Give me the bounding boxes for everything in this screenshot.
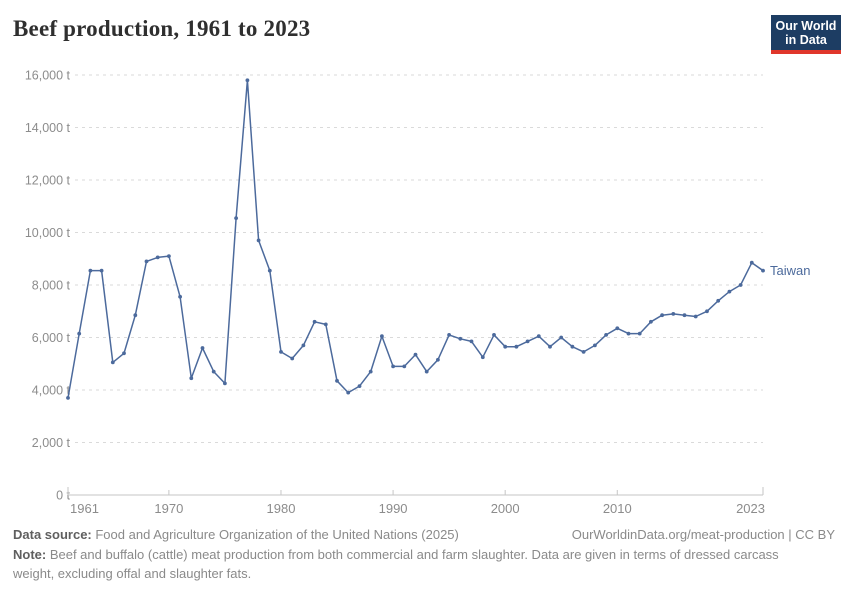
data-point[interactable] bbox=[155, 255, 160, 260]
data-point[interactable] bbox=[346, 390, 351, 395]
data-point[interactable] bbox=[290, 356, 295, 361]
data-point[interactable] bbox=[559, 335, 564, 340]
y-tick-label: 8,000 t bbox=[32, 279, 71, 293]
note-label: Note: bbox=[13, 547, 47, 563]
data-point[interactable] bbox=[436, 357, 440, 362]
chart-area: 0 t 2,000 t 4,000 t 6,000 t 8,000 t 10,000 t 1… bbox=[0, 60, 850, 520]
data-point[interactable] bbox=[458, 336, 463, 341]
data-point[interactable] bbox=[525, 339, 530, 344]
data-point[interactable] bbox=[682, 313, 687, 318]
y-tick-label: 14,000 t bbox=[25, 121, 71, 135]
chart-note: Note: Beef and buffalo (cattle) meat pro… bbox=[13, 547, 779, 581]
page-title: Beef production, 1961 to 2023 bbox=[13, 16, 311, 41]
data-point[interactable] bbox=[99, 268, 104, 273]
y-tick-label: 12,000 t bbox=[25, 174, 71, 188]
data-point[interactable] bbox=[223, 381, 227, 386]
x-tick-label: 2010 bbox=[603, 501, 632, 516]
data-point[interactable] bbox=[514, 344, 519, 349]
data-point[interactable] bbox=[749, 260, 754, 265]
data-source-text: Data source: Food and Agriculture Organi… bbox=[13, 527, 459, 542]
data-point[interactable] bbox=[727, 289, 732, 294]
series-end-label: Taiwan bbox=[770, 263, 810, 278]
data-point[interactable] bbox=[649, 319, 653, 324]
data-point[interactable] bbox=[122, 351, 126, 356]
y-tick-label: 16,000 t bbox=[25, 69, 71, 83]
data-point[interactable] bbox=[245, 78, 250, 83]
data-point[interactable] bbox=[738, 283, 743, 287]
data-point[interactable] bbox=[189, 376, 194, 381]
logo-line2: in Data bbox=[785, 33, 827, 47]
data-point[interactable] bbox=[380, 334, 384, 339]
data-point[interactable] bbox=[637, 331, 642, 336]
data-point[interactable] bbox=[279, 350, 283, 354]
data-point[interactable] bbox=[323, 322, 328, 327]
owid-logo: Our World in Data bbox=[771, 15, 841, 54]
data-point[interactable] bbox=[660, 313, 664, 318]
data-point[interactable] bbox=[234, 216, 239, 221]
data-point[interactable] bbox=[144, 259, 149, 264]
data-point[interactable] bbox=[469, 339, 474, 344]
y-tick-label: 6,000 t bbox=[32, 331, 71, 345]
y-tick-label: 4,000 t bbox=[32, 384, 71, 398]
data-point[interactable] bbox=[626, 331, 631, 336]
x-tick-label: 1961 bbox=[70, 501, 99, 516]
data-point[interactable] bbox=[167, 254, 171, 258]
data-point[interactable] bbox=[267, 268, 272, 273]
data-point[interactable] bbox=[178, 294, 183, 299]
x-tick-label: 2000 bbox=[491, 501, 520, 516]
data-point[interactable] bbox=[110, 360, 115, 365]
data-point[interactable] bbox=[357, 384, 362, 388]
data-point[interactable] bbox=[447, 333, 451, 337]
data-point[interactable] bbox=[492, 333, 496, 337]
data-point[interactable] bbox=[570, 344, 575, 349]
data-point[interactable] bbox=[761, 268, 765, 273]
data-point[interactable] bbox=[604, 333, 608, 337]
data-point[interactable] bbox=[368, 369, 373, 374]
data-point[interactable] bbox=[391, 364, 395, 369]
data-source-label: Data source: bbox=[13, 527, 92, 542]
x-tick-label: 1970 bbox=[154, 501, 183, 516]
data-point[interactable] bbox=[256, 238, 261, 243]
data-point[interactable] bbox=[312, 319, 317, 324]
data-point[interactable] bbox=[335, 378, 339, 383]
data-point[interactable] bbox=[716, 298, 721, 303]
data-point[interactable] bbox=[480, 355, 485, 360]
data-point[interactable] bbox=[66, 396, 70, 400]
data-point[interactable] bbox=[503, 344, 508, 349]
line-chart-plot[interactable]: 0 t 2,000 t 4,000 t 6,000 t 8,000 t 10,000 t 1… bbox=[0, 60, 850, 520]
data-point[interactable] bbox=[536, 334, 541, 339]
data-point[interactable] bbox=[133, 313, 138, 318]
y-tick-label: 10,000 t bbox=[25, 226, 71, 240]
logo-line1: Our World bbox=[775, 19, 837, 33]
x-tick-label: 1990 bbox=[379, 501, 408, 516]
data-point[interactable] bbox=[200, 346, 205, 350]
data-point[interactable] bbox=[211, 369, 216, 374]
data-point[interactable] bbox=[705, 309, 709, 314]
data-point[interactable] bbox=[413, 352, 418, 357]
data-point[interactable] bbox=[77, 331, 82, 336]
owid-license-link[interactable]: OurWorldinData.org/meat-production | CC … bbox=[571, 527, 835, 542]
data-point[interactable] bbox=[615, 326, 620, 331]
data-point[interactable] bbox=[693, 314, 698, 319]
data-point[interactable] bbox=[671, 312, 676, 316]
data-point[interactable] bbox=[301, 343, 306, 348]
data-point[interactable] bbox=[548, 344, 552, 349]
data-point[interactable] bbox=[424, 369, 429, 374]
data-point[interactable] bbox=[88, 268, 93, 273]
x-tick-label: 1980 bbox=[267, 501, 296, 516]
data-point[interactable] bbox=[581, 350, 586, 354]
data-point[interactable] bbox=[402, 364, 407, 369]
chart-footer: Data source: Food and Agriculture Organi… bbox=[13, 526, 835, 583]
data-point[interactable] bbox=[593, 343, 597, 348]
y-tick-label: 0 t bbox=[56, 489, 70, 503]
y-tick-label: 2,000 t bbox=[32, 436, 71, 450]
x-tick-label: 2023 bbox=[736, 501, 765, 516]
